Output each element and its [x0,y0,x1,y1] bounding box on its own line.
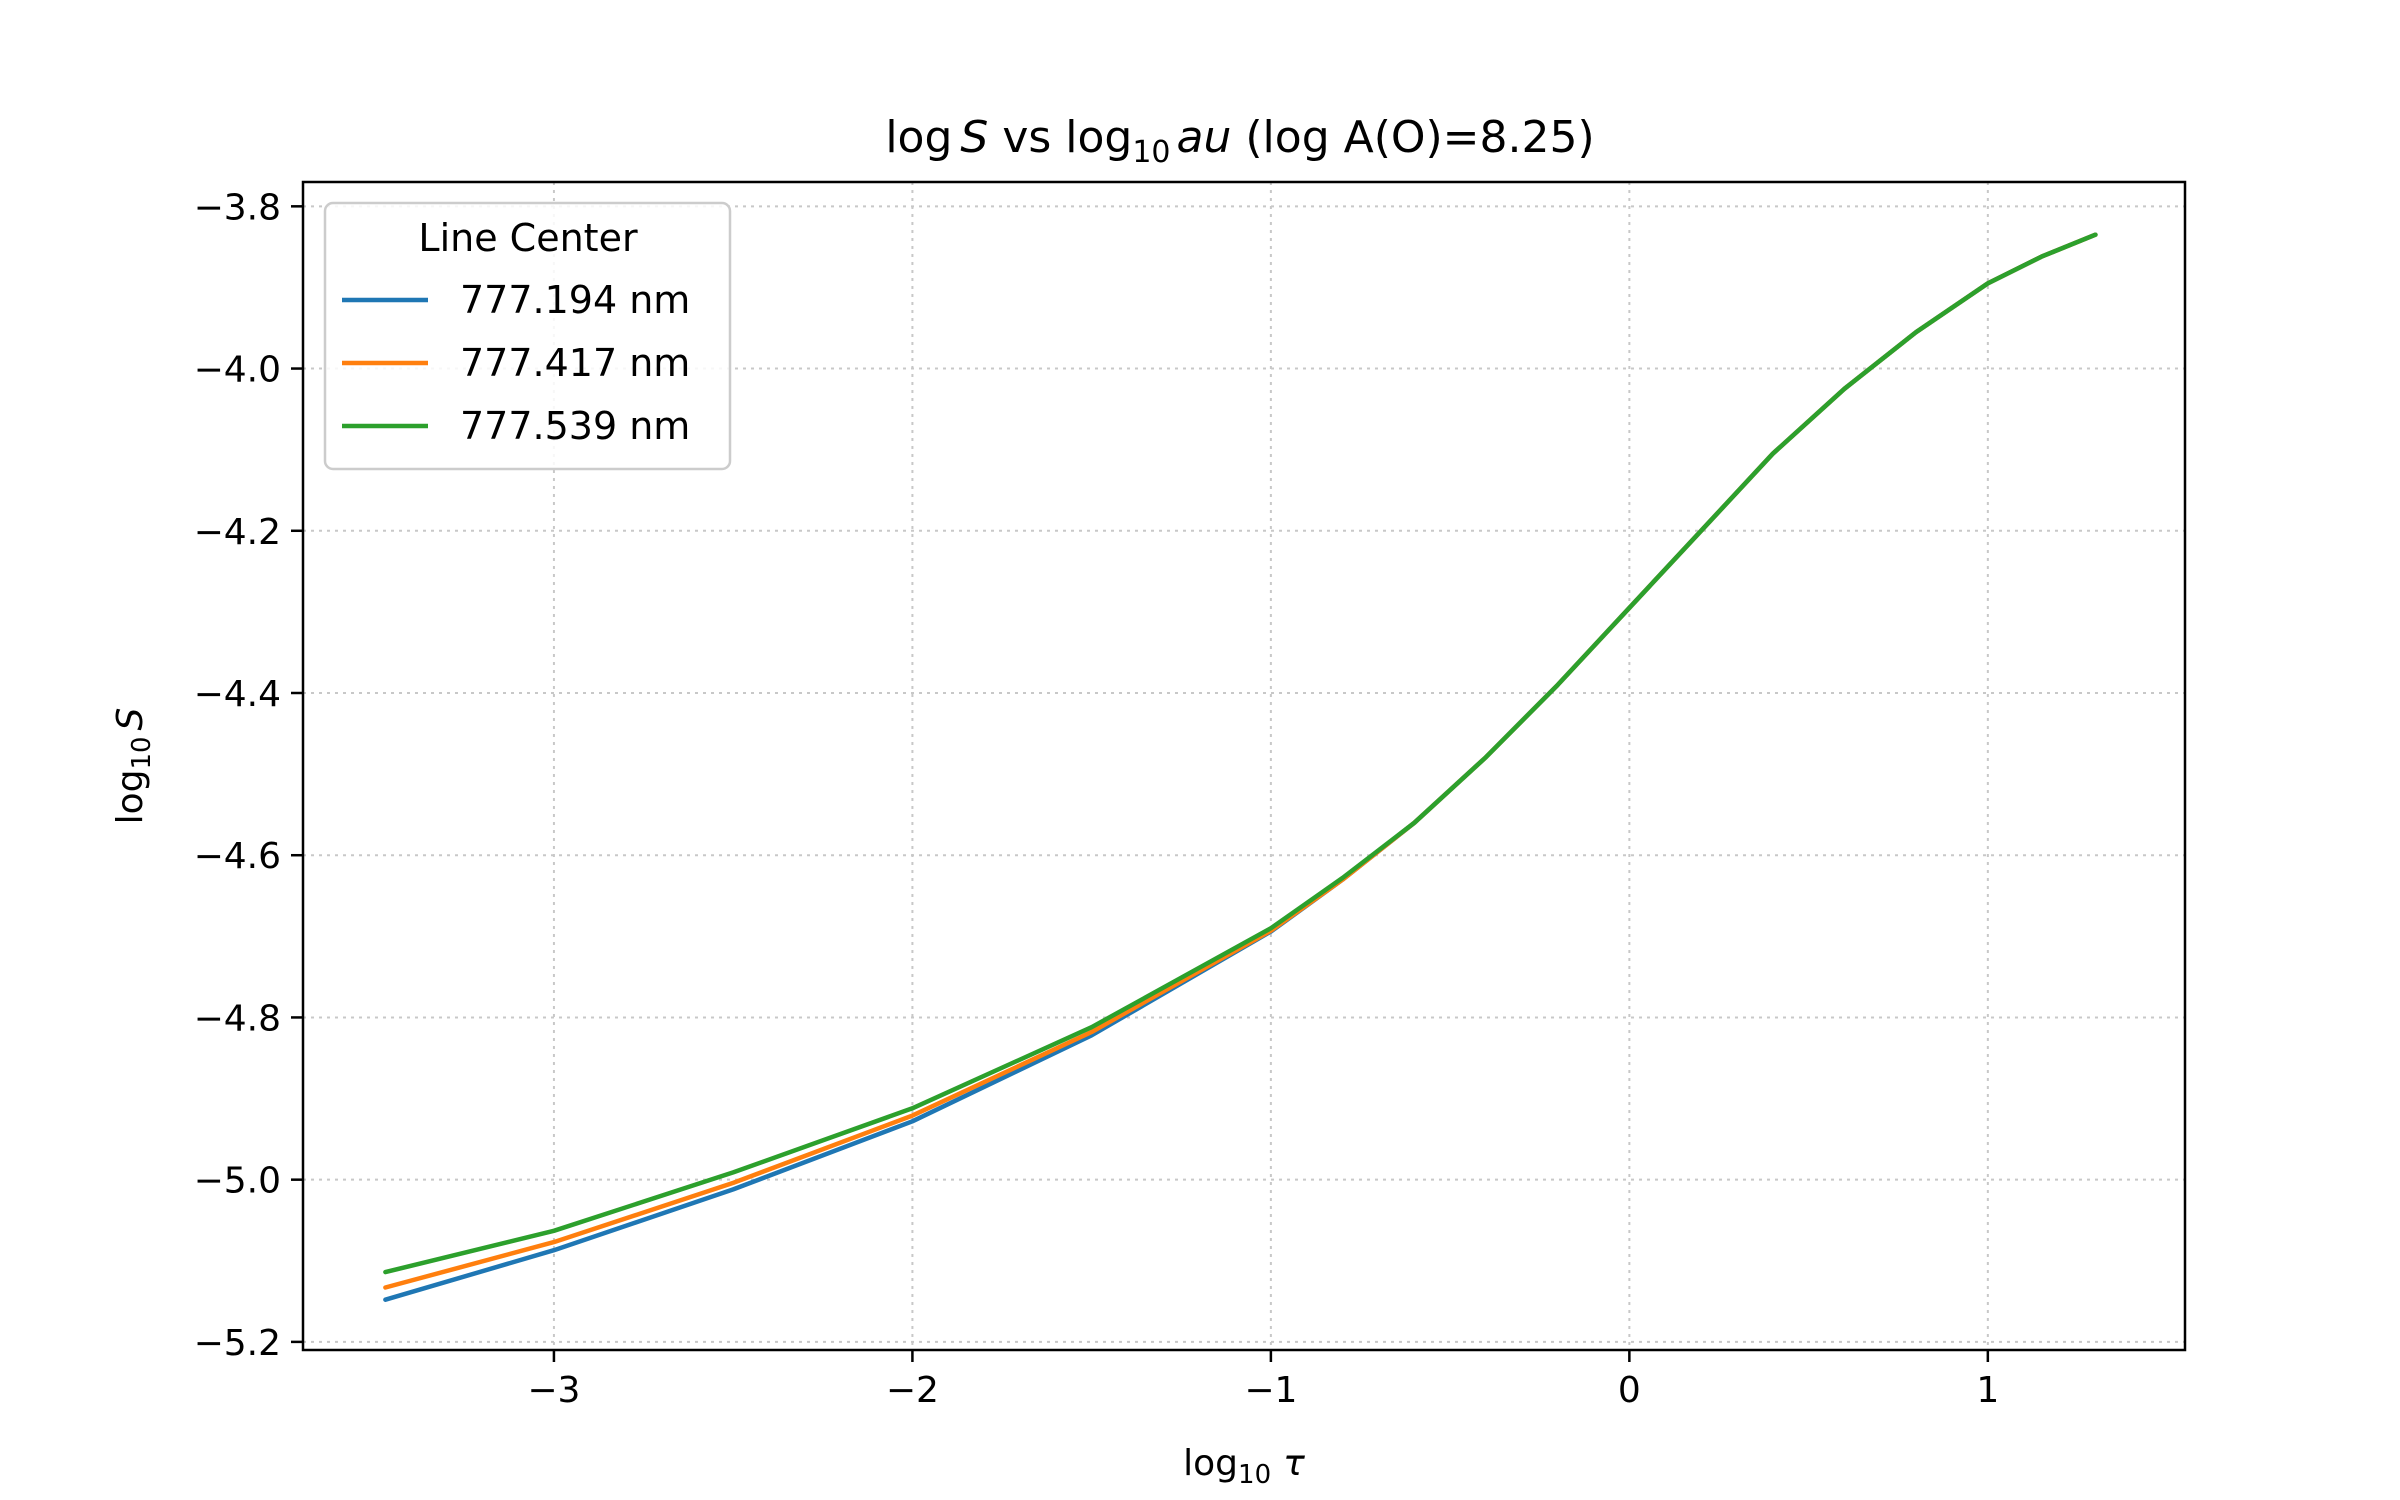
y-tick-label: −4.0 [194,350,281,391]
x-ticks: −3 −2 −1 0 1 [527,1350,1999,1411]
y-tick-label: −5.0 [194,1161,281,1202]
x-tick-label: 0 [1618,1370,1641,1411]
y-axis-label: log10S [110,708,157,825]
x-tick-label: 1 [1976,1370,1999,1411]
legend-label: 777.539 nm [460,404,690,448]
legend-box [323,201,732,471]
y-tick-label: −5.2 [194,1323,281,1364]
legend: Line Center 777.194 nm 777.417 nm 777.539 … [323,201,732,471]
legend-label: 777.417 nm [460,341,690,385]
legend-entries: 777.194 nm 777.417 nm 777.539 nm [342,278,690,448]
legend-label: 777.194 nm [460,278,690,322]
y-tick-label: −4.6 [194,836,281,877]
series-layer [383,232,2098,1302]
grid-layer [303,182,2185,1350]
y-ticks: −3.8 −4.0 −4.2 −4.4 −4.6 −4.8 −5.0 −5.2 [194,187,303,1364]
x-tick-label: −2 [886,1370,939,1411]
legend-title: Line Center [418,216,638,260]
x-tick-label: −1 [1244,1370,1297,1411]
x-tick-label: −3 [527,1370,580,1411]
y-tick-label: −4.4 [194,674,281,715]
series-line [383,232,2098,1275]
x-axis-label: log10 τ [1183,1443,1305,1490]
y-tick-label: −4.8 [194,998,281,1039]
plot-frame [301,180,2187,1352]
y-tick-label: −4.2 [194,512,281,553]
chart-title: log S vs log10 au (log A(O)=8.25) [885,112,1594,170]
y-tick-label: −3.8 [194,187,281,228]
